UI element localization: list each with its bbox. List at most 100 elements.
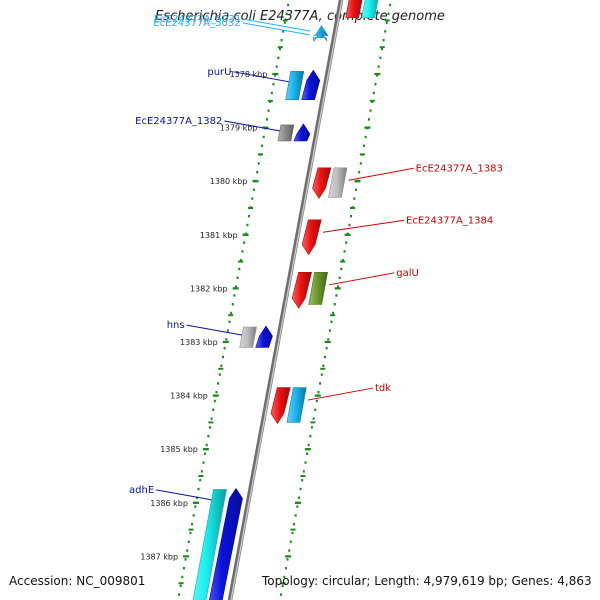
ruler-dot [221,355,224,359]
ruler-dot [335,294,338,297]
gene-label: EcE24377A_1382 [135,116,222,127]
ruler-dot [288,549,291,552]
ruler-dot [274,74,277,77]
ruler-dot [304,461,307,464]
ruler-dot [186,549,189,552]
ruler-dot [330,320,333,323]
ruler-dot [285,12,288,15]
ruler-dot [184,558,187,561]
ruler-dot [246,223,249,227]
ruler-dot [272,83,275,86]
ruler-dot [345,241,348,244]
ruler-dot [317,391,320,394]
ruler-dot [301,479,304,482]
ruler-dot [220,364,223,367]
gene-label: tdk [375,383,391,394]
ruler-dot [275,65,278,68]
ruler-dot [338,276,341,279]
ruler-dot [213,399,216,403]
ruler-dot [310,426,313,429]
ruler-dot [328,329,331,332]
ruler-dot [343,250,346,253]
ruler-dot [323,355,326,359]
gene-label: EcE24377A_1384 [406,215,493,226]
backbone-highlight [230,0,343,600]
tick-label: 1386 kbp [150,499,188,508]
ruler-dot [297,496,300,499]
ruler-dot [251,197,254,200]
ruler-dot [233,294,236,297]
accession-text: Accession: NC_009801 [9,574,146,588]
gene-puru [301,69,321,100]
ruler-dot [384,30,387,33]
gene-feature-18 [345,0,363,19]
ruler-dot [235,285,238,288]
gene-feature-5 [277,124,295,142]
ruler-dot [218,373,221,376]
ruler-dot [337,285,340,288]
ruler-dot [350,215,353,218]
gene-galu [308,271,328,305]
ruler-dot [217,382,220,385]
ruler-dot [187,540,190,543]
ruler-dot [226,329,229,332]
leader-line [307,387,374,401]
ruler-dot [252,188,255,191]
gene-feature-12 [239,326,257,348]
gene-ece24377a-1383 [328,167,348,198]
ruler-dot [348,223,351,227]
gene-label: adhE [129,485,154,496]
ruler-dot [182,567,185,570]
gene-label: EcE24377A_1383 [416,163,503,174]
gene-label: purU [207,67,231,78]
ruler-dot [309,435,312,438]
gene-adhe [209,487,243,600]
gene-ece24377a-5032 [312,30,328,42]
ruler-dot [367,118,370,121]
left-ruler [178,3,290,596]
gene-ece24377a-1384 [301,219,322,256]
ruler-dot [248,215,251,218]
ruler-dot [363,144,366,147]
ruler-dot [230,311,233,315]
tick-label: 1379 kbp [220,124,258,133]
ruler-dot [294,514,297,517]
gene-label: EcE24377A_5032 [153,18,240,29]
gene-hns [255,325,273,348]
ruler-dot [280,593,283,596]
genome-summary-text: Topology: circular; Length: 4,979,619 bp… [262,574,592,588]
leader-line [329,272,395,286]
ruler-dot [291,531,294,535]
ruler-dot [225,338,228,341]
ruler-dot [200,470,203,473]
leader-line [243,18,311,32]
gene-ece24377a-1382 [293,123,311,142]
ruler-dot [215,391,218,394]
ruler-dot [278,47,281,51]
ruler-dot [261,144,264,147]
gene-label: galU [396,268,419,279]
ruler-dot [333,303,336,306]
gene-label: EcE24377A_5031 [154,14,241,25]
ruler-dot [236,276,239,279]
ruler-dot [210,417,213,420]
gene-tdk [286,387,307,423]
leader-line [322,219,405,233]
ruler-dot [312,417,315,420]
ruler-dot [199,479,202,482]
ruler-dot [204,452,207,455]
tick-label: 1382 kbp [190,284,228,293]
ruler-dot [257,162,260,165]
ruler-dot [320,373,323,376]
tick-label: 1384 kbp [170,392,208,401]
ruler-dot [302,470,305,473]
ruler-dot [369,109,372,112]
ruler-dot [354,188,357,191]
ruler-dot [322,364,325,367]
ruler-dot [178,593,181,596]
leader-line [242,22,310,36]
ruler-dot [192,514,195,517]
ruler-dot [195,496,198,499]
ruler-dot [267,109,270,112]
ruler-dot [265,118,268,121]
